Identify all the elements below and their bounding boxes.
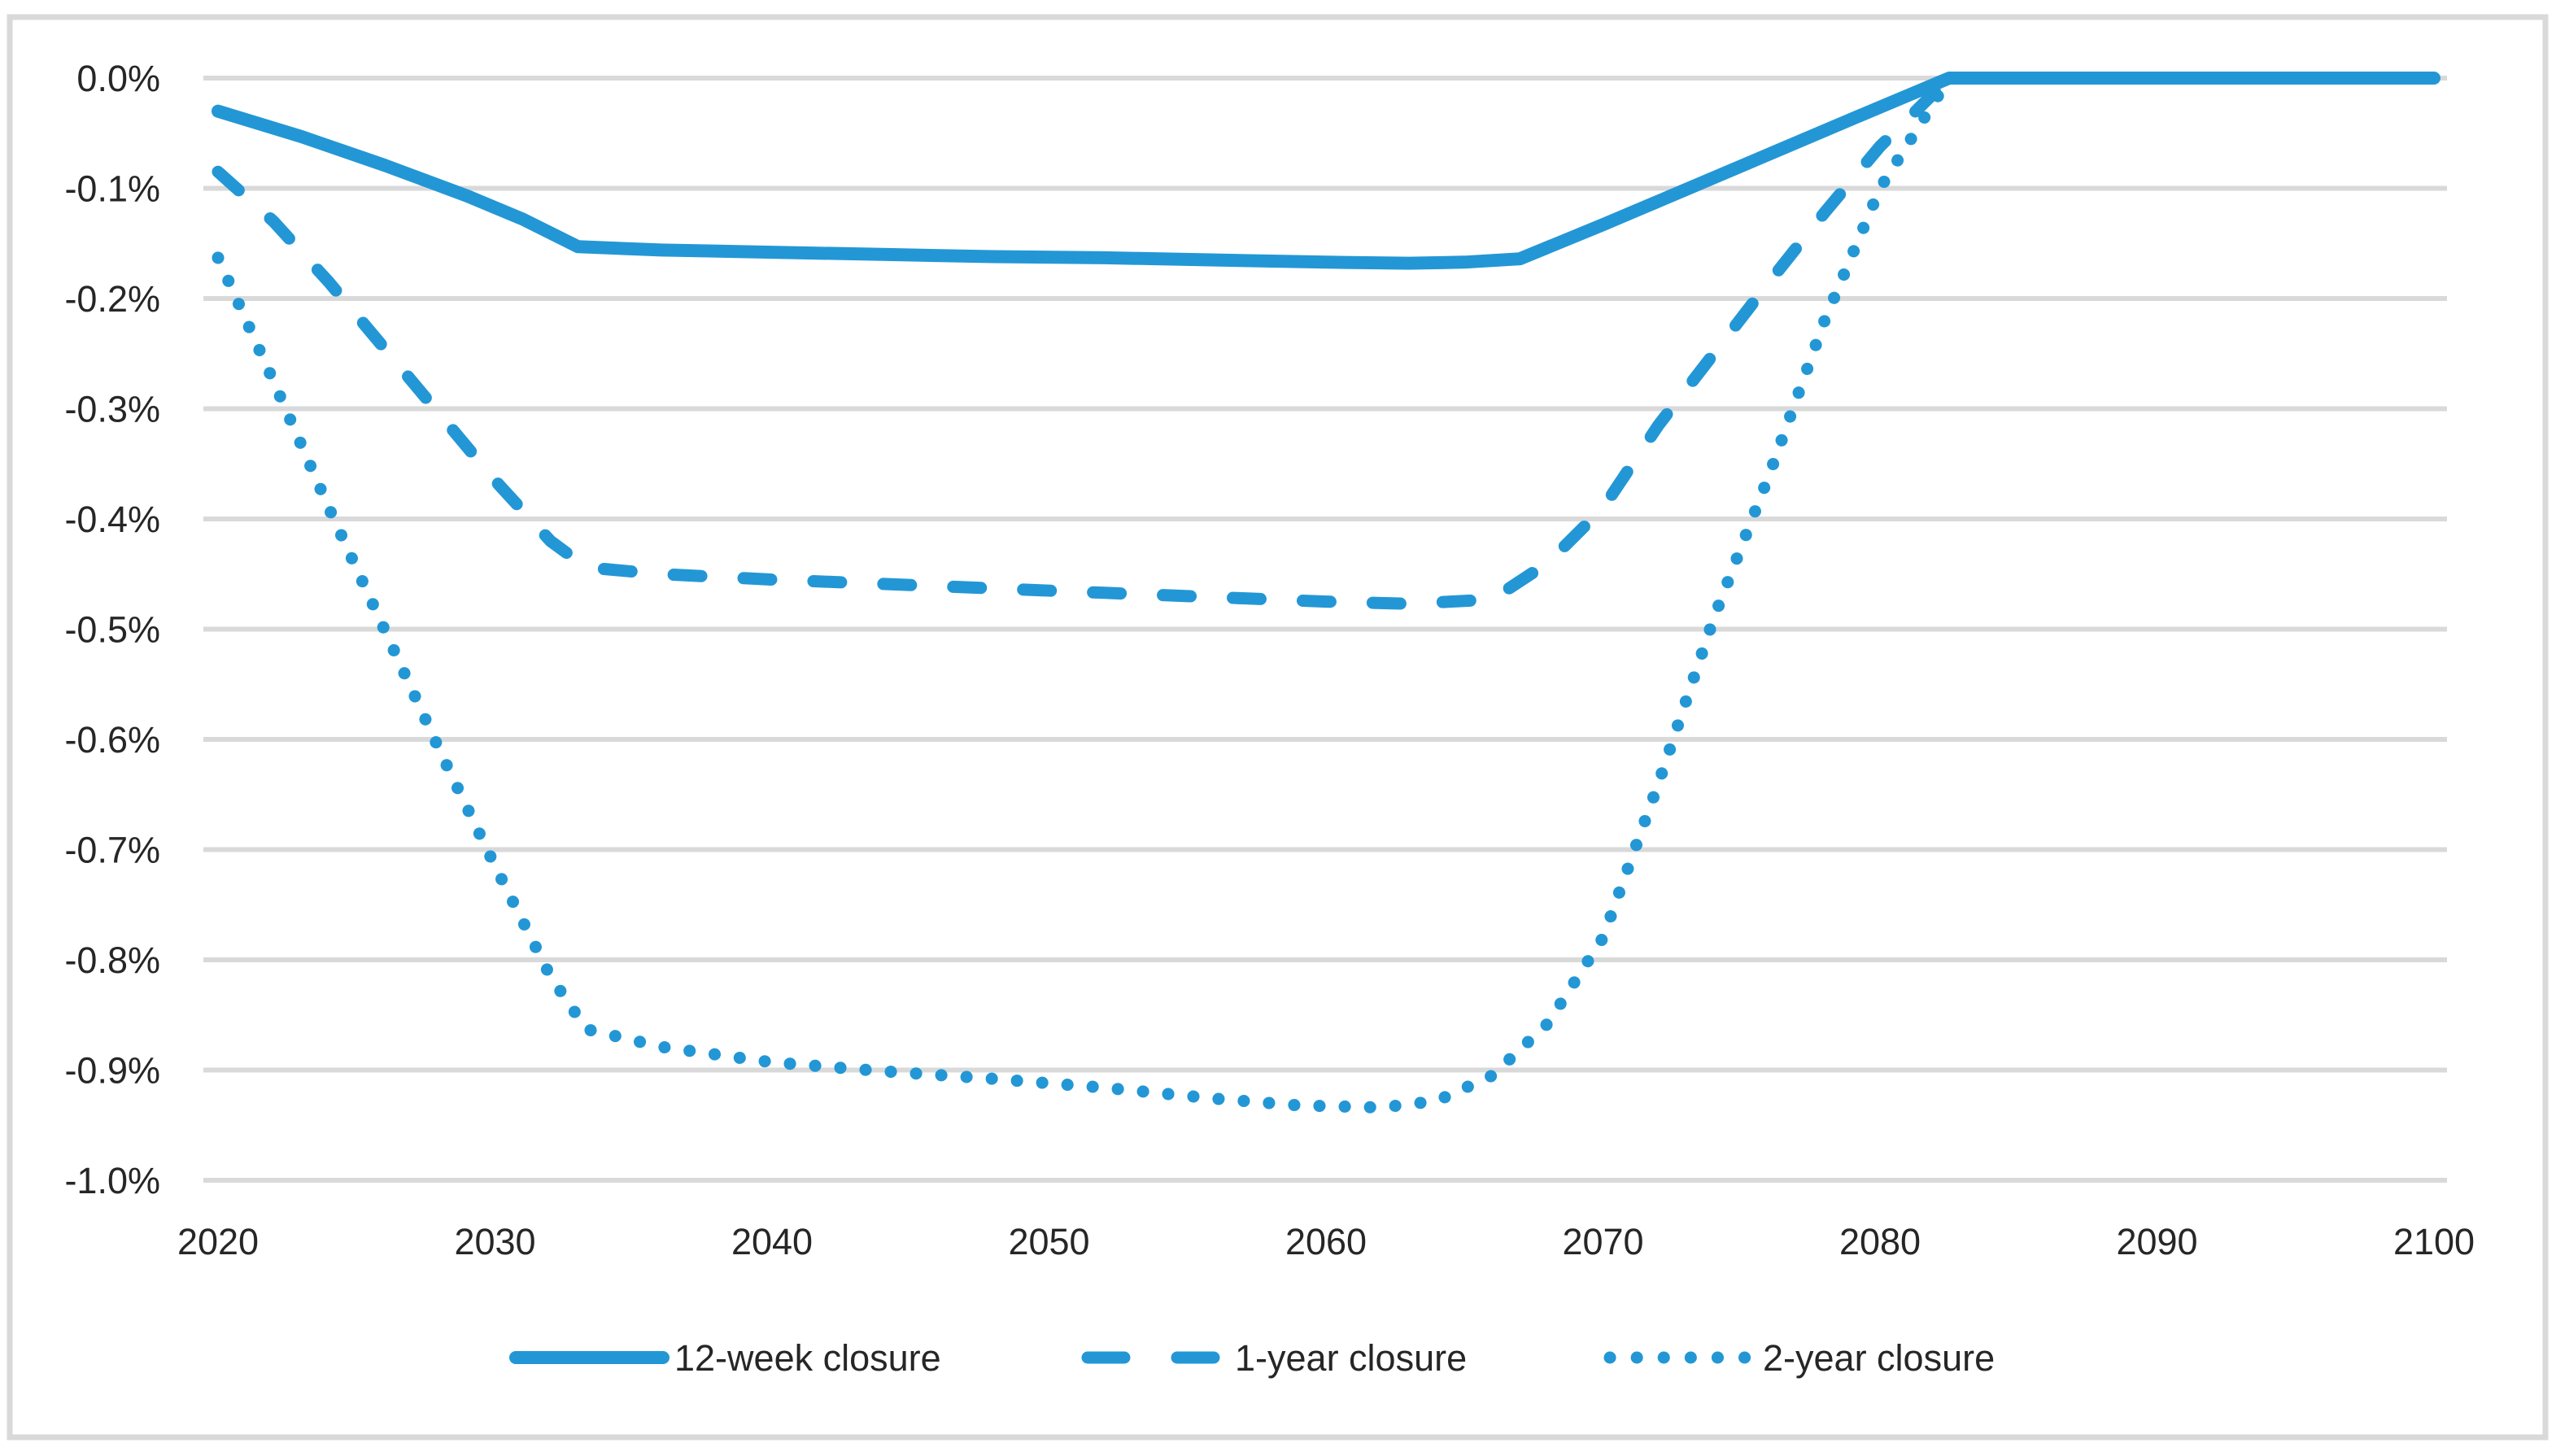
series-line-12-week-closure: [212, 72, 2440, 270]
x-axis-label: 2040: [731, 1221, 813, 1262]
chart-border: [7, 14, 2549, 1441]
y-axis-label: -0.6%: [64, 719, 160, 761]
legend: 12-week closure 1-year closure 2-year clos…: [509, 1337, 1995, 1379]
x-axis-label: 2050: [1008, 1221, 1089, 1262]
y-axis-label: -0.9%: [64, 1050, 160, 1092]
y-axis-label: -0.1%: [64, 168, 160, 210]
y-axis-label: -0.2%: [64, 278, 160, 320]
x-axis-label: 2030: [454, 1221, 535, 1262]
series-line-1-year-closure: [212, 72, 2440, 610]
y-axis-label: -0.4%: [64, 499, 160, 540]
y-axis-label: -0.7%: [64, 830, 160, 871]
gridlines: [203, 76, 2447, 1183]
y-axis-label: 0.0%: [76, 58, 160, 99]
y-axis-label: -0.8%: [64, 939, 160, 981]
y-axis-tick-labels: 0.0% -0.1% -0.2% -0.3% -0.4% -0.5% -0.6% -0.7% -…: [64, 58, 160, 1201]
legend-label-2-year-closure: 2-year closure: [1763, 1337, 1995, 1379]
legend-label-1-year-closure: 1-year closure: [1235, 1337, 1467, 1379]
y-axis-label: -1.0%: [64, 1160, 160, 1201]
legend-label-12-week-closure: 12-week closure: [674, 1337, 941, 1379]
x-axis-label: 2060: [1285, 1221, 1367, 1262]
x-axis-label: 2020: [177, 1221, 259, 1262]
x-axis-label: 2100: [2393, 1221, 2475, 1262]
series-line-2-year-closure: [212, 72, 2440, 1114]
x-axis-label: 2090: [2116, 1221, 2197, 1262]
x-axis-tick-labels: 2020 2030 2040 2050 2060 2070 2080 2090 2100: [177, 1221, 2475, 1262]
x-axis-label: 2080: [1839, 1221, 1921, 1262]
y-axis-label: -0.3%: [64, 389, 160, 430]
series-lines: [212, 72, 2440, 1114]
x-axis-label: 2070: [1562, 1221, 1643, 1262]
y-axis-label: -0.5%: [64, 609, 160, 651]
